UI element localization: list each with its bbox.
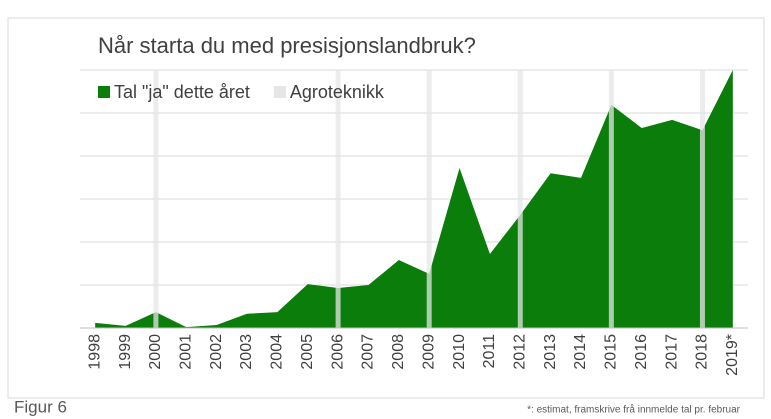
bar: [608, 70, 614, 328]
x-tick-label: 2005: [299, 334, 316, 370]
legend-label: Tal "ja" dette året: [114, 82, 250, 102]
x-tick-label: 2000: [147, 334, 164, 370]
x-tick-label: 2010: [451, 334, 468, 370]
x-tick-label: 2001: [177, 334, 194, 370]
x-tick-label: 2016: [633, 334, 650, 370]
x-tick-label: 2015: [603, 334, 620, 370]
figure-label: Figur 6: [14, 397, 67, 416]
bar: [426, 70, 432, 328]
x-tick-label: 2018: [694, 334, 711, 370]
bar: [699, 70, 705, 328]
legend-swatch: [98, 86, 110, 98]
x-tick-label: 2006: [329, 334, 346, 370]
x-tick-label: 2002: [208, 334, 225, 370]
chart-frame: [7, 17, 765, 399]
x-tick-label: 2003: [238, 334, 255, 370]
x-tick-label: 2007: [360, 334, 377, 370]
x-tick-label: 1999: [117, 334, 134, 370]
x-tick-label: 2004: [269, 334, 286, 370]
legend-swatch: [273, 86, 286, 98]
bar: [153, 70, 159, 328]
x-tick-label: 2013: [542, 334, 559, 370]
footnote: *: estimat, framskrive frå innmelde tal …: [527, 404, 741, 416]
legend-label: Agroteknikk: [290, 82, 385, 102]
x-tick-label: 2014: [572, 334, 589, 370]
x-tick-label: 2012: [511, 334, 528, 370]
area: [95, 70, 733, 328]
x-tick-label: 2017: [663, 334, 680, 370]
x-tick-label: 2011: [481, 334, 498, 369]
bar: [517, 70, 523, 328]
x-tick-label: 2009: [420, 334, 437, 370]
chart-title: Når starta du med presisjonslandbruk?: [98, 33, 476, 58]
x-tick-label: 1998: [86, 334, 103, 370]
x-tick-label: 2019*: [724, 334, 741, 376]
x-tick-label: 2008: [390, 334, 407, 370]
bar: [335, 70, 341, 328]
